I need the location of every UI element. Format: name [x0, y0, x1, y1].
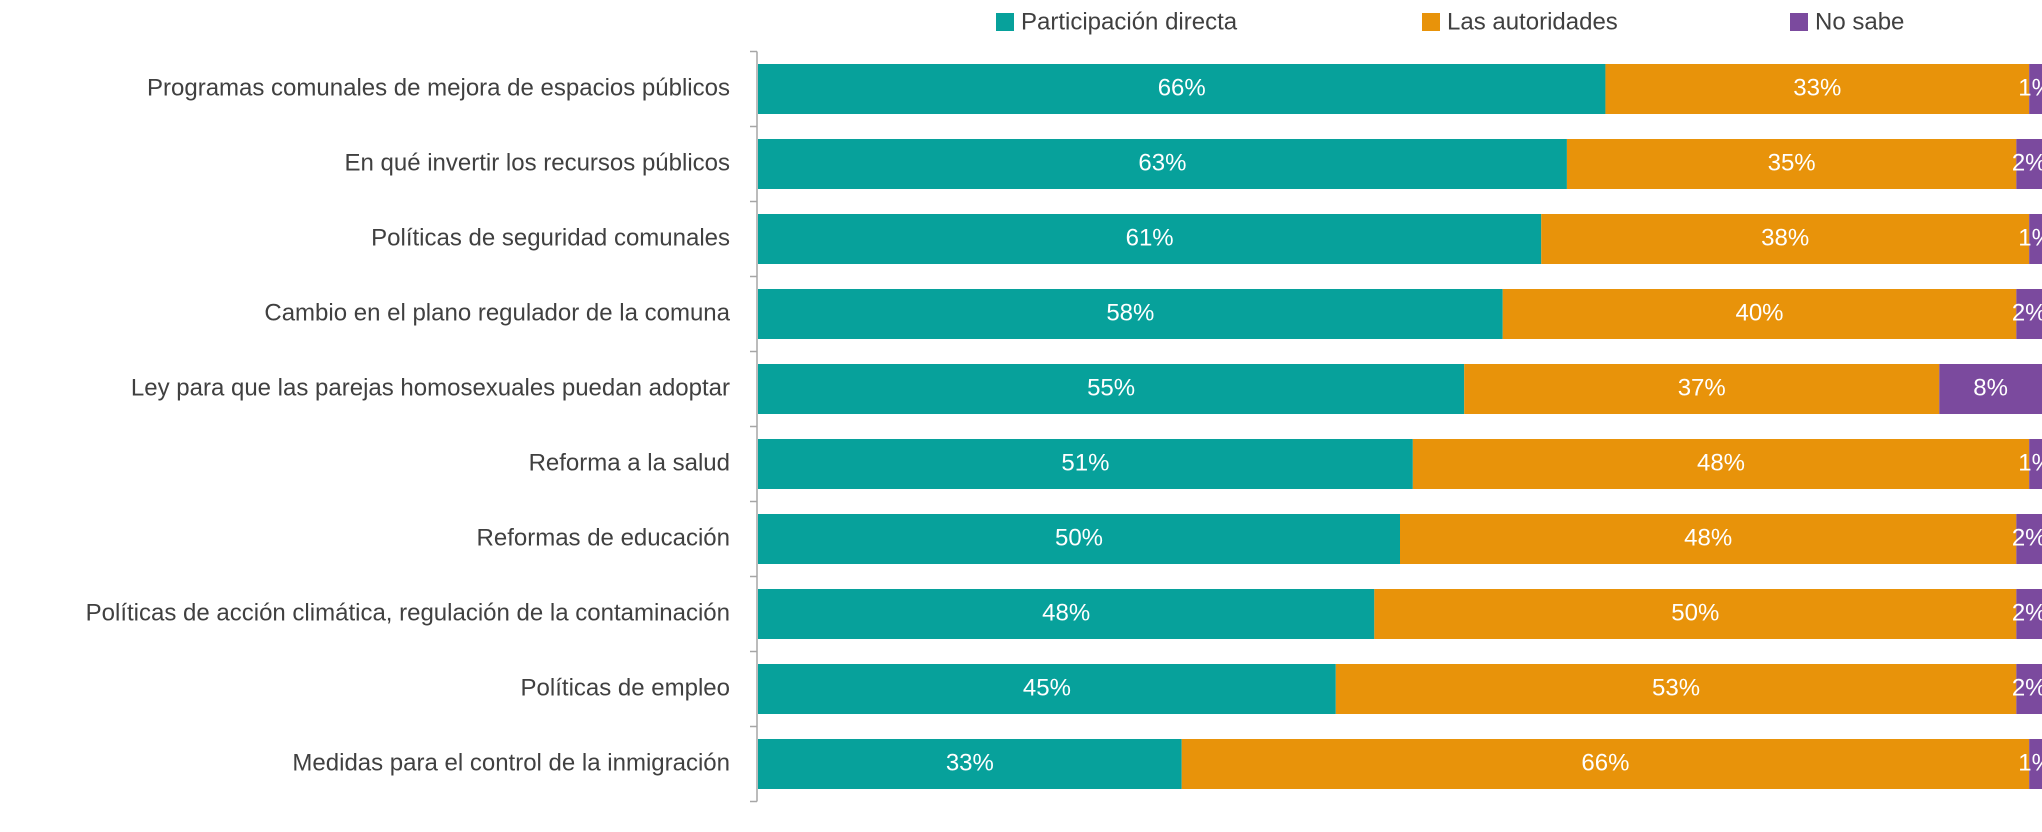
legend-label: Las autoridades — [1447, 8, 1618, 35]
category-label: Reforma a la salud — [529, 449, 730, 476]
bar-segment — [758, 514, 1400, 564]
bar-segment — [758, 664, 1336, 714]
data-label: 40% — [1735, 299, 1783, 326]
bar-segment — [758, 589, 1375, 639]
data-label: 61% — [1126, 224, 1174, 251]
data-label: 2% — [2012, 299, 2042, 326]
bar-segment — [2016, 589, 2042, 639]
data-label: 45% — [1023, 674, 1071, 701]
category-label: Cambio en el plano regulador de la comun… — [264, 299, 730, 326]
data-label: 35% — [1768, 149, 1816, 176]
bar-segment — [1335, 664, 2017, 714]
data-label: 38% — [1761, 224, 1809, 251]
category-label: Políticas de seguridad comunales — [371, 224, 730, 251]
category-label: Ley para que las parejas homosexuales pu… — [131, 374, 730, 401]
bar-segment — [1464, 364, 1940, 414]
bar-segment — [758, 364, 1465, 414]
legend-swatch — [1422, 13, 1440, 31]
bar-segment — [758, 739, 1182, 789]
category-label: Reformas de educación — [477, 524, 730, 551]
category-label: En qué invertir los recursos públicos — [344, 149, 730, 176]
data-label: 55% — [1087, 374, 1135, 401]
data-label: 66% — [1581, 749, 1629, 776]
data-label: 51% — [1061, 449, 1109, 476]
data-label: 2% — [2012, 149, 2042, 176]
category-label: Políticas de acción climática, regulació… — [86, 599, 730, 626]
bar-segment — [1566, 139, 2017, 189]
data-label: 2% — [2012, 524, 2042, 551]
legend-swatch — [1790, 13, 1808, 31]
bar-segment — [2029, 739, 2042, 789]
bar-segment — [758, 64, 1606, 114]
data-label: 58% — [1106, 299, 1154, 326]
bar-segment — [1605, 64, 2030, 114]
data-label: 48% — [1042, 599, 1090, 626]
bar-segment — [1400, 514, 2017, 564]
data-label: 63% — [1138, 149, 1186, 176]
data-label: 33% — [1793, 74, 1841, 101]
data-label: 2% — [2012, 674, 2042, 701]
category-label: Medidas para el control de la inmigració… — [292, 749, 730, 776]
bar-segment — [2016, 289, 2042, 339]
bar-segment — [758, 289, 1503, 339]
legend-label: Participación directa — [1021, 8, 1238, 35]
data-label: 50% — [1671, 599, 1719, 626]
bar-segment — [1181, 739, 2030, 789]
data-label: 37% — [1678, 374, 1726, 401]
category-label: Programas comunales de mejora de espacio… — [147, 74, 730, 101]
data-label: 53% — [1652, 674, 1700, 701]
legend-label: No sabe — [1815, 8, 1904, 35]
data-label: 33% — [946, 749, 994, 776]
bar-segment — [1541, 214, 2030, 264]
data-label: 48% — [1684, 524, 1732, 551]
bar-segment — [2029, 64, 2042, 114]
bar-segment — [2016, 664, 2042, 714]
bar-segment — [2016, 514, 2042, 564]
data-label: 1% — [2018, 74, 2042, 101]
bar-segment — [1939, 364, 2042, 414]
data-label: 1% — [2018, 449, 2042, 476]
legend-swatch — [996, 13, 1014, 31]
bar-segment — [758, 139, 1567, 189]
data-label: 8% — [1973, 374, 2008, 401]
category-label: Políticas de empleo — [521, 674, 730, 701]
data-label: 1% — [2018, 224, 2042, 251]
bar-segment — [2029, 214, 2042, 264]
data-label: 48% — [1697, 449, 1745, 476]
data-label: 66% — [1158, 74, 1206, 101]
bar-segment — [758, 439, 1413, 489]
bar-segment — [1502, 289, 2017, 339]
data-label: 1% — [2018, 749, 2042, 776]
data-label: 50% — [1055, 524, 1103, 551]
bar-segment — [2016, 139, 2042, 189]
data-label: 2% — [2012, 599, 2042, 626]
bar-segment — [1412, 439, 2030, 489]
bar-segment — [2029, 439, 2042, 489]
bar-segment — [1374, 589, 2017, 639]
bar-segment — [758, 214, 1542, 264]
